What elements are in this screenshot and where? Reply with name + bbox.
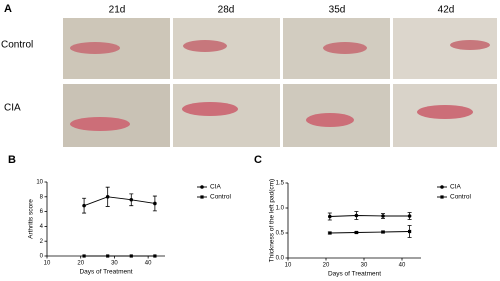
marker bbox=[381, 214, 385, 218]
panel-label: A bbox=[4, 3, 12, 15]
y-tick-label: 0.0 bbox=[276, 256, 285, 262]
x-tick-label: 20 bbox=[77, 261, 84, 267]
y-tick-label: 10 bbox=[36, 180, 43, 186]
marker bbox=[153, 201, 157, 206]
column-header: 35d bbox=[329, 5, 346, 16]
paw bbox=[417, 105, 473, 119]
legend-label: CIA bbox=[450, 184, 462, 191]
paw bbox=[323, 42, 367, 54]
row-header: Control bbox=[1, 40, 33, 51]
x-tick-label: 10 bbox=[44, 261, 51, 267]
x-axis-label: Days of Treatment bbox=[79, 269, 132, 276]
y-tick-label: 6 bbox=[40, 209, 44, 215]
paw bbox=[70, 117, 130, 131]
photo-grid bbox=[63, 18, 497, 147]
marker bbox=[105, 195, 110, 199]
legend-label: CIA bbox=[210, 184, 222, 191]
marker bbox=[328, 231, 332, 235]
marker bbox=[408, 229, 412, 234]
y-axis-label: Thickness of the left pad(cm) bbox=[269, 179, 276, 262]
marker bbox=[407, 214, 412, 218]
marker bbox=[354, 230, 358, 235]
y-tick-label: 1.0 bbox=[276, 206, 285, 212]
column-header: 42d bbox=[438, 5, 455, 16]
y-tick-label: 2 bbox=[40, 239, 44, 245]
marker bbox=[129, 197, 134, 202]
series-line bbox=[83, 196, 155, 207]
series-line bbox=[329, 231, 410, 234]
paw bbox=[183, 40, 227, 52]
panel-label: B bbox=[8, 154, 16, 166]
marker bbox=[82, 203, 86, 208]
legend-marker bbox=[200, 195, 204, 199]
legend-marker bbox=[200, 185, 204, 189]
column-header: 21d bbox=[109, 5, 126, 16]
panel-label: C bbox=[254, 154, 262, 166]
x-tick-label: 30 bbox=[361, 263, 368, 269]
paw bbox=[182, 102, 238, 116]
y-tick-label: 4 bbox=[40, 224, 44, 230]
marker bbox=[82, 254, 86, 258]
photo bbox=[63, 84, 170, 147]
column-header: 28d bbox=[218, 5, 235, 16]
legend-marker bbox=[440, 185, 444, 189]
y-tick-label: 0 bbox=[40, 254, 44, 260]
y-tick-label: 0.5 bbox=[276, 231, 285, 237]
paw bbox=[306, 113, 354, 127]
legend-label: Control bbox=[450, 194, 472, 201]
marker bbox=[354, 213, 359, 218]
photo bbox=[173, 84, 280, 147]
x-tick-label: 30 bbox=[111, 261, 118, 267]
y-tick-label: 1.5 bbox=[276, 181, 285, 187]
x-tick-label: 40 bbox=[145, 261, 152, 267]
y-axis-label: Arthritis score bbox=[28, 199, 35, 239]
series-line bbox=[329, 215, 410, 217]
x-tick-label: 10 bbox=[285, 263, 292, 269]
legend-label: Control bbox=[210, 194, 232, 201]
x-tick-label: 40 bbox=[399, 263, 406, 269]
marker bbox=[328, 214, 332, 219]
x-axis-label: Days of Treatment bbox=[328, 271, 381, 278]
marker bbox=[381, 230, 385, 234]
x-tick-label: 20 bbox=[323, 263, 330, 269]
paw bbox=[450, 40, 490, 50]
row-header: CIA bbox=[4, 103, 21, 114]
marker bbox=[129, 254, 133, 258]
paw bbox=[70, 42, 120, 54]
marker bbox=[106, 254, 110, 258]
y-tick-label: 8 bbox=[40, 194, 44, 200]
marker bbox=[153, 254, 157, 258]
legend-marker bbox=[440, 195, 444, 199]
